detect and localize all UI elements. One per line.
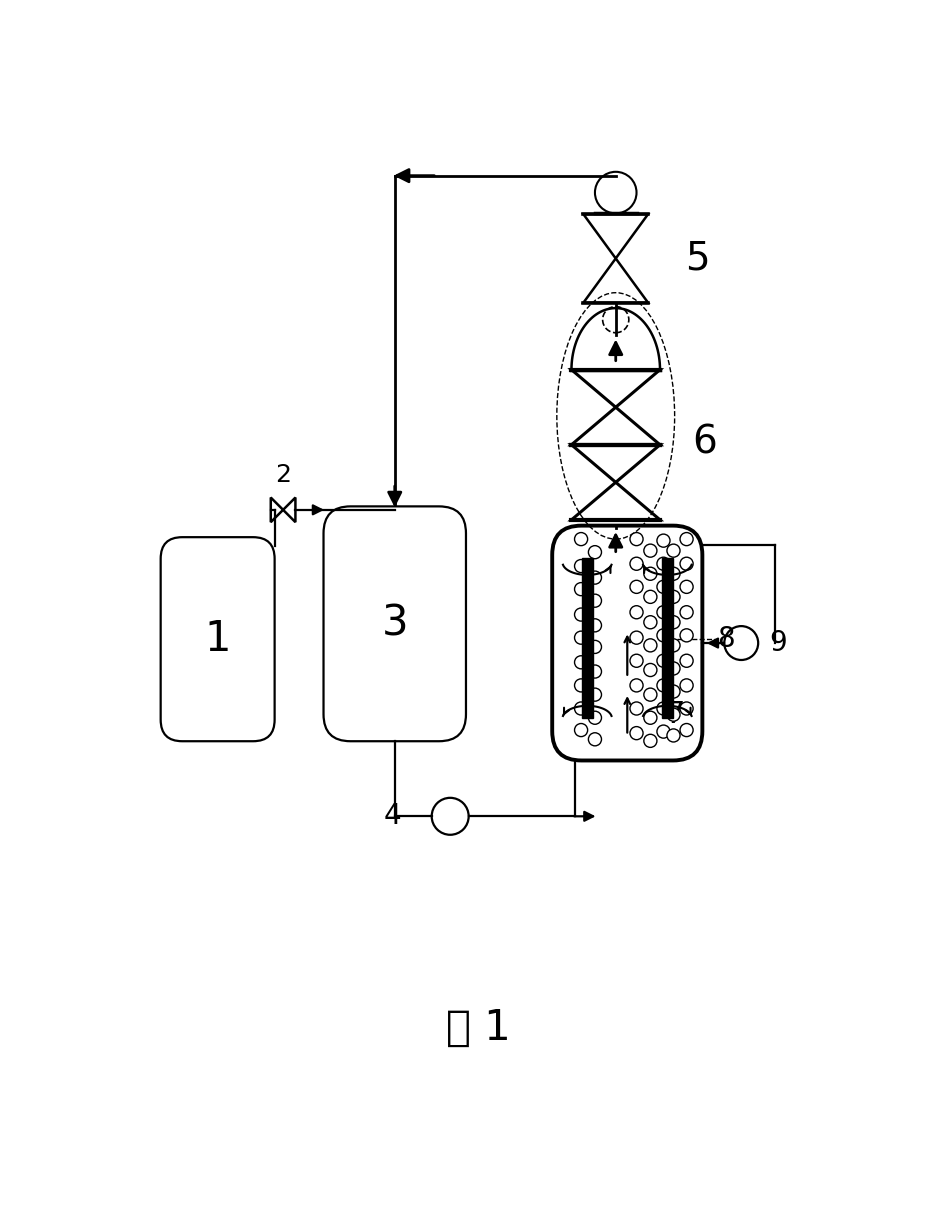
Circle shape [680,581,693,593]
Circle shape [644,664,657,677]
Circle shape [574,702,587,715]
Circle shape [588,619,601,632]
Circle shape [630,654,644,667]
Circle shape [630,727,644,739]
Circle shape [588,711,601,725]
Circle shape [574,583,587,595]
FancyBboxPatch shape [161,537,275,742]
Circle shape [574,560,587,572]
Circle shape [667,708,680,721]
Circle shape [588,571,601,584]
Text: 3: 3 [381,603,408,645]
Circle shape [574,533,587,545]
Circle shape [667,662,680,675]
Circle shape [630,581,644,593]
Text: 9: 9 [769,630,786,658]
Circle shape [588,640,601,654]
Circle shape [657,628,670,642]
Circle shape [657,605,670,619]
Circle shape [657,702,670,715]
Circle shape [680,702,693,715]
Text: 1: 1 [205,619,231,660]
Circle shape [680,654,693,667]
Circle shape [667,728,680,742]
Circle shape [657,581,670,593]
Text: 6: 6 [693,423,717,461]
Circle shape [574,678,587,692]
Circle shape [644,567,657,581]
Circle shape [588,545,601,559]
Circle shape [680,605,693,619]
Text: 2: 2 [276,462,291,487]
Circle shape [630,631,644,644]
Circle shape [644,616,657,628]
Circle shape [630,533,644,545]
Bar [582,558,593,719]
Circle shape [644,711,657,725]
Circle shape [644,544,657,558]
Circle shape [680,628,693,642]
Text: 图 1: 图 1 [446,1006,511,1049]
Circle shape [680,723,693,737]
Text: 4: 4 [384,803,402,831]
Text: 8: 8 [717,625,735,653]
Circle shape [657,558,670,570]
Circle shape [574,656,587,669]
Circle shape [588,733,601,745]
Bar [662,558,672,719]
Circle shape [657,725,670,738]
Text: 5: 5 [685,239,710,277]
Circle shape [644,590,657,604]
Circle shape [630,605,644,619]
FancyBboxPatch shape [323,506,466,742]
Circle shape [667,684,680,698]
Circle shape [667,544,680,558]
Circle shape [657,678,670,692]
Circle shape [574,723,587,737]
Circle shape [657,534,670,548]
Circle shape [680,558,693,570]
Circle shape [667,567,680,581]
Circle shape [667,639,680,651]
Circle shape [644,688,657,701]
Circle shape [588,665,601,678]
Circle shape [574,631,587,644]
Circle shape [657,654,670,667]
Circle shape [588,594,601,608]
Circle shape [667,616,680,628]
Circle shape [667,590,680,604]
Circle shape [630,678,644,692]
Circle shape [644,639,657,651]
Circle shape [644,734,657,748]
Circle shape [680,533,693,545]
FancyBboxPatch shape [552,526,702,760]
Circle shape [630,558,644,570]
Text: 7: 7 [665,700,685,728]
Circle shape [588,688,601,701]
Circle shape [574,608,587,621]
Circle shape [680,678,693,692]
Circle shape [630,702,644,715]
